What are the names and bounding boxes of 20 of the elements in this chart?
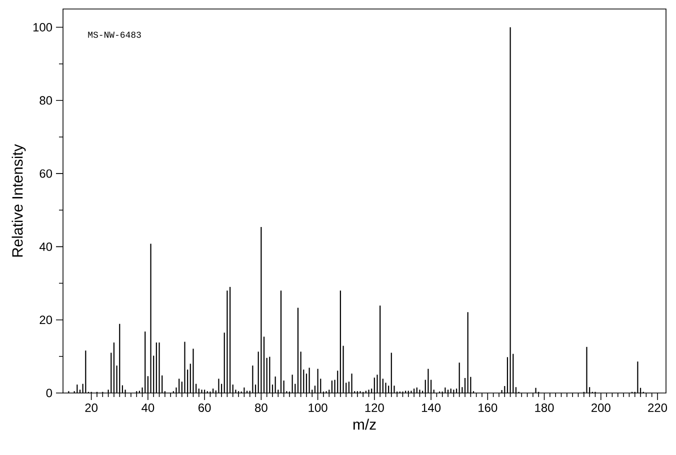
y-tick-label: 60 (40, 169, 52, 178)
x-tick-label: 80 (255, 404, 268, 412)
y-axis-title: Relative Intensity (12, 144, 26, 257)
x-tick-label: 60 (198, 404, 211, 412)
y-tick-label: 0 (46, 388, 52, 398)
x-tick-label: 40 (142, 404, 154, 412)
annotation: MS-NW-6483 (88, 32, 141, 38)
x-tick-label: 160 (478, 404, 498, 412)
y-tick-label: 20 (40, 316, 52, 324)
x-tick-label: 100 (308, 404, 328, 412)
x-tick-label: 140 (422, 404, 441, 412)
y-tick-label: 80 (40, 96, 52, 105)
x-tick-label: 120 (365, 404, 384, 412)
y-tick-label: 100 (33, 23, 52, 32)
x-axis-title: m/z (353, 418, 376, 430)
y-tick-label: 40 (39, 242, 52, 251)
x-tick-label: 180 (535, 404, 554, 412)
x-tick-label: 220 (648, 404, 668, 412)
x-tick-label: 200 (592, 404, 610, 412)
x-tick-label: 20 (85, 404, 98, 412)
